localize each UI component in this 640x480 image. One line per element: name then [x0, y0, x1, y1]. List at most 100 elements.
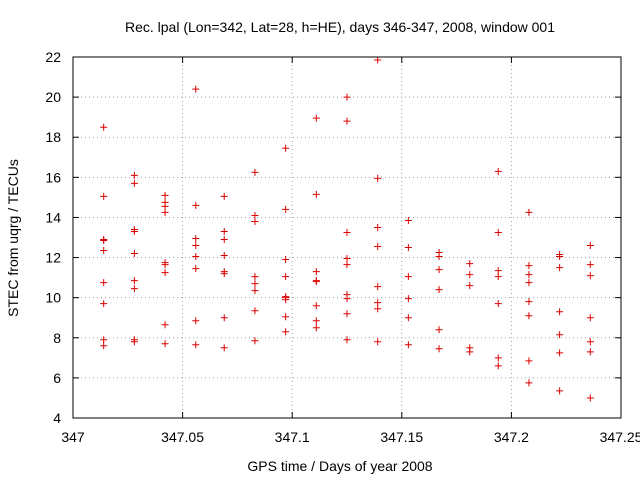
data-point: [586, 314, 594, 322]
data-point: [586, 272, 594, 280]
plot-frame: [72, 56, 622, 419]
data-point: [100, 247, 108, 255]
y-axis-label: STEC from uqrg / TECUs: [5, 159, 21, 317]
data-point: [251, 337, 259, 345]
chart-title: Rec. lpal (Lon=342, Lat=28, h=HE), days …: [125, 19, 555, 35]
data-point: [130, 171, 138, 179]
data-point: [161, 202, 169, 210]
data-point: [494, 267, 502, 275]
data-point: [161, 340, 169, 348]
data-point: [192, 235, 200, 243]
data-point: [192, 341, 200, 349]
data-point: [466, 348, 474, 356]
y-tick-label: 6: [53, 370, 61, 386]
data-point: [312, 302, 320, 310]
data-point: [100, 300, 108, 308]
data-point: [282, 273, 290, 281]
data-point: [312, 268, 320, 276]
y-tick-label: 10: [45, 290, 61, 306]
data-point: [161, 321, 169, 329]
data-point: [435, 345, 443, 353]
data-point: [556, 349, 564, 357]
data-point: [374, 223, 382, 231]
data-point: [374, 299, 382, 307]
data-point: [374, 283, 382, 291]
data-point: [251, 273, 259, 281]
x-tick-labels: 347 347.05 347.1 347.15 347.2 347.25: [61, 429, 640, 445]
data-point: [251, 280, 259, 288]
data-point: [220, 344, 228, 352]
data-point: [100, 342, 108, 350]
y-tick-label: 8: [53, 330, 61, 346]
data-point: [130, 277, 138, 285]
data-point: [525, 262, 533, 270]
data-point: [312, 324, 320, 332]
data-point: [374, 174, 382, 182]
data-point: [525, 298, 533, 306]
data-point: [404, 295, 412, 303]
data-point: [525, 312, 533, 320]
data-point: [251, 168, 259, 176]
x-tick-label: 347.1: [275, 429, 310, 445]
data-point: [525, 379, 533, 387]
y-tick-label: 12: [45, 250, 61, 266]
data-point: [100, 237, 108, 245]
data-point: [312, 114, 320, 122]
data-point: [343, 261, 351, 269]
data-point: [282, 328, 290, 336]
data-point: [343, 93, 351, 101]
data-point: [525, 208, 533, 216]
data-point: [494, 354, 502, 362]
data-point: [192, 201, 200, 209]
data-point: [343, 228, 351, 236]
data-point: [100, 279, 108, 287]
data-point: [556, 253, 564, 261]
data-point: [282, 205, 290, 213]
y-tick-labels: 4 6 8 10 12 14 16 18 20 22: [45, 49, 61, 426]
data-point: [161, 191, 169, 199]
data-point: [161, 269, 169, 277]
data-point: [435, 266, 443, 274]
data-point: [161, 261, 169, 269]
data-point: [404, 216, 412, 224]
data-point: [343, 310, 351, 318]
data-point: [312, 278, 320, 286]
x-tick-label: 347: [61, 429, 85, 445]
y-tick-label: 16: [45, 169, 61, 185]
data-point: [525, 357, 533, 365]
data-point: [494, 167, 502, 175]
data-point: [494, 362, 502, 370]
data-point: [192, 253, 200, 261]
data-point: [251, 307, 259, 315]
data-point: [192, 317, 200, 325]
data-point: [100, 123, 108, 131]
data-point: [282, 313, 290, 321]
data-point: [312, 190, 320, 198]
data-point: [494, 300, 502, 308]
data-points: [100, 56, 594, 402]
data-point: [494, 228, 502, 236]
x-axis-label: GPS time / Days of year 2008: [247, 458, 432, 474]
data-point: [343, 117, 351, 125]
data-point: [130, 250, 138, 258]
data-point: [343, 295, 351, 303]
data-point: [435, 326, 443, 334]
data-point: [586, 394, 594, 402]
y-tick-label: 18: [45, 129, 61, 145]
data-point: [466, 282, 474, 290]
data-point: [374, 56, 382, 64]
data-point: [556, 387, 564, 395]
data-point: [556, 308, 564, 316]
data-point: [312, 317, 320, 325]
data-point: [220, 227, 228, 235]
data-point: [586, 261, 594, 269]
data-point: [192, 265, 200, 273]
data-point: [556, 264, 564, 272]
data-point: [161, 208, 169, 216]
data-point: [435, 253, 443, 261]
data-point: [404, 244, 412, 252]
data-point: [494, 273, 502, 281]
data-point: [220, 236, 228, 244]
